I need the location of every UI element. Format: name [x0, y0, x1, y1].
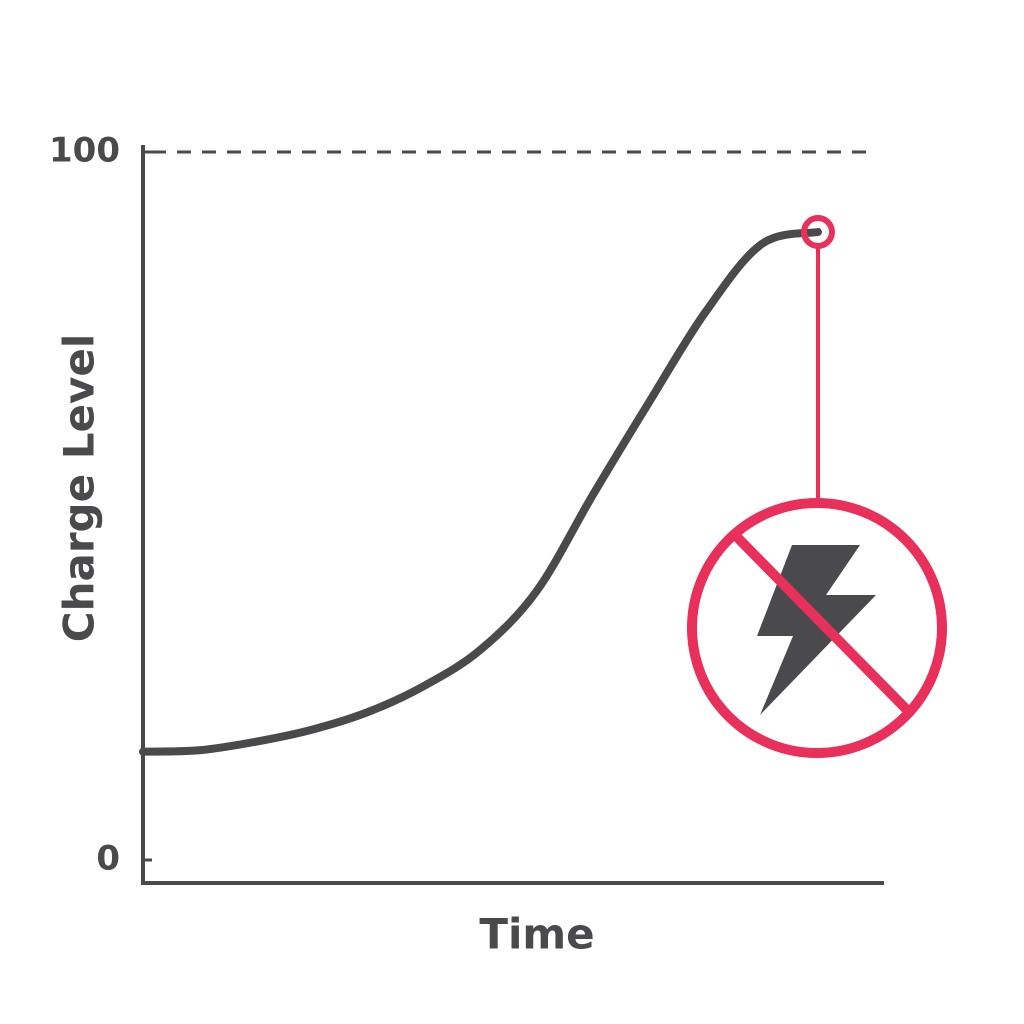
end-marker	[801, 215, 835, 250]
y-tick-label: 100	[49, 131, 120, 171]
icon-ring	[687, 498, 947, 758]
y-axis-label: Charge Level	[55, 334, 104, 642]
charge-line	[139, 228, 822, 756]
icon-slash	[731, 531, 913, 716]
y-tick-label: 0	[96, 839, 120, 879]
x-axis-label: Time	[479, 910, 594, 959]
no-charging-icon	[687, 498, 947, 758]
